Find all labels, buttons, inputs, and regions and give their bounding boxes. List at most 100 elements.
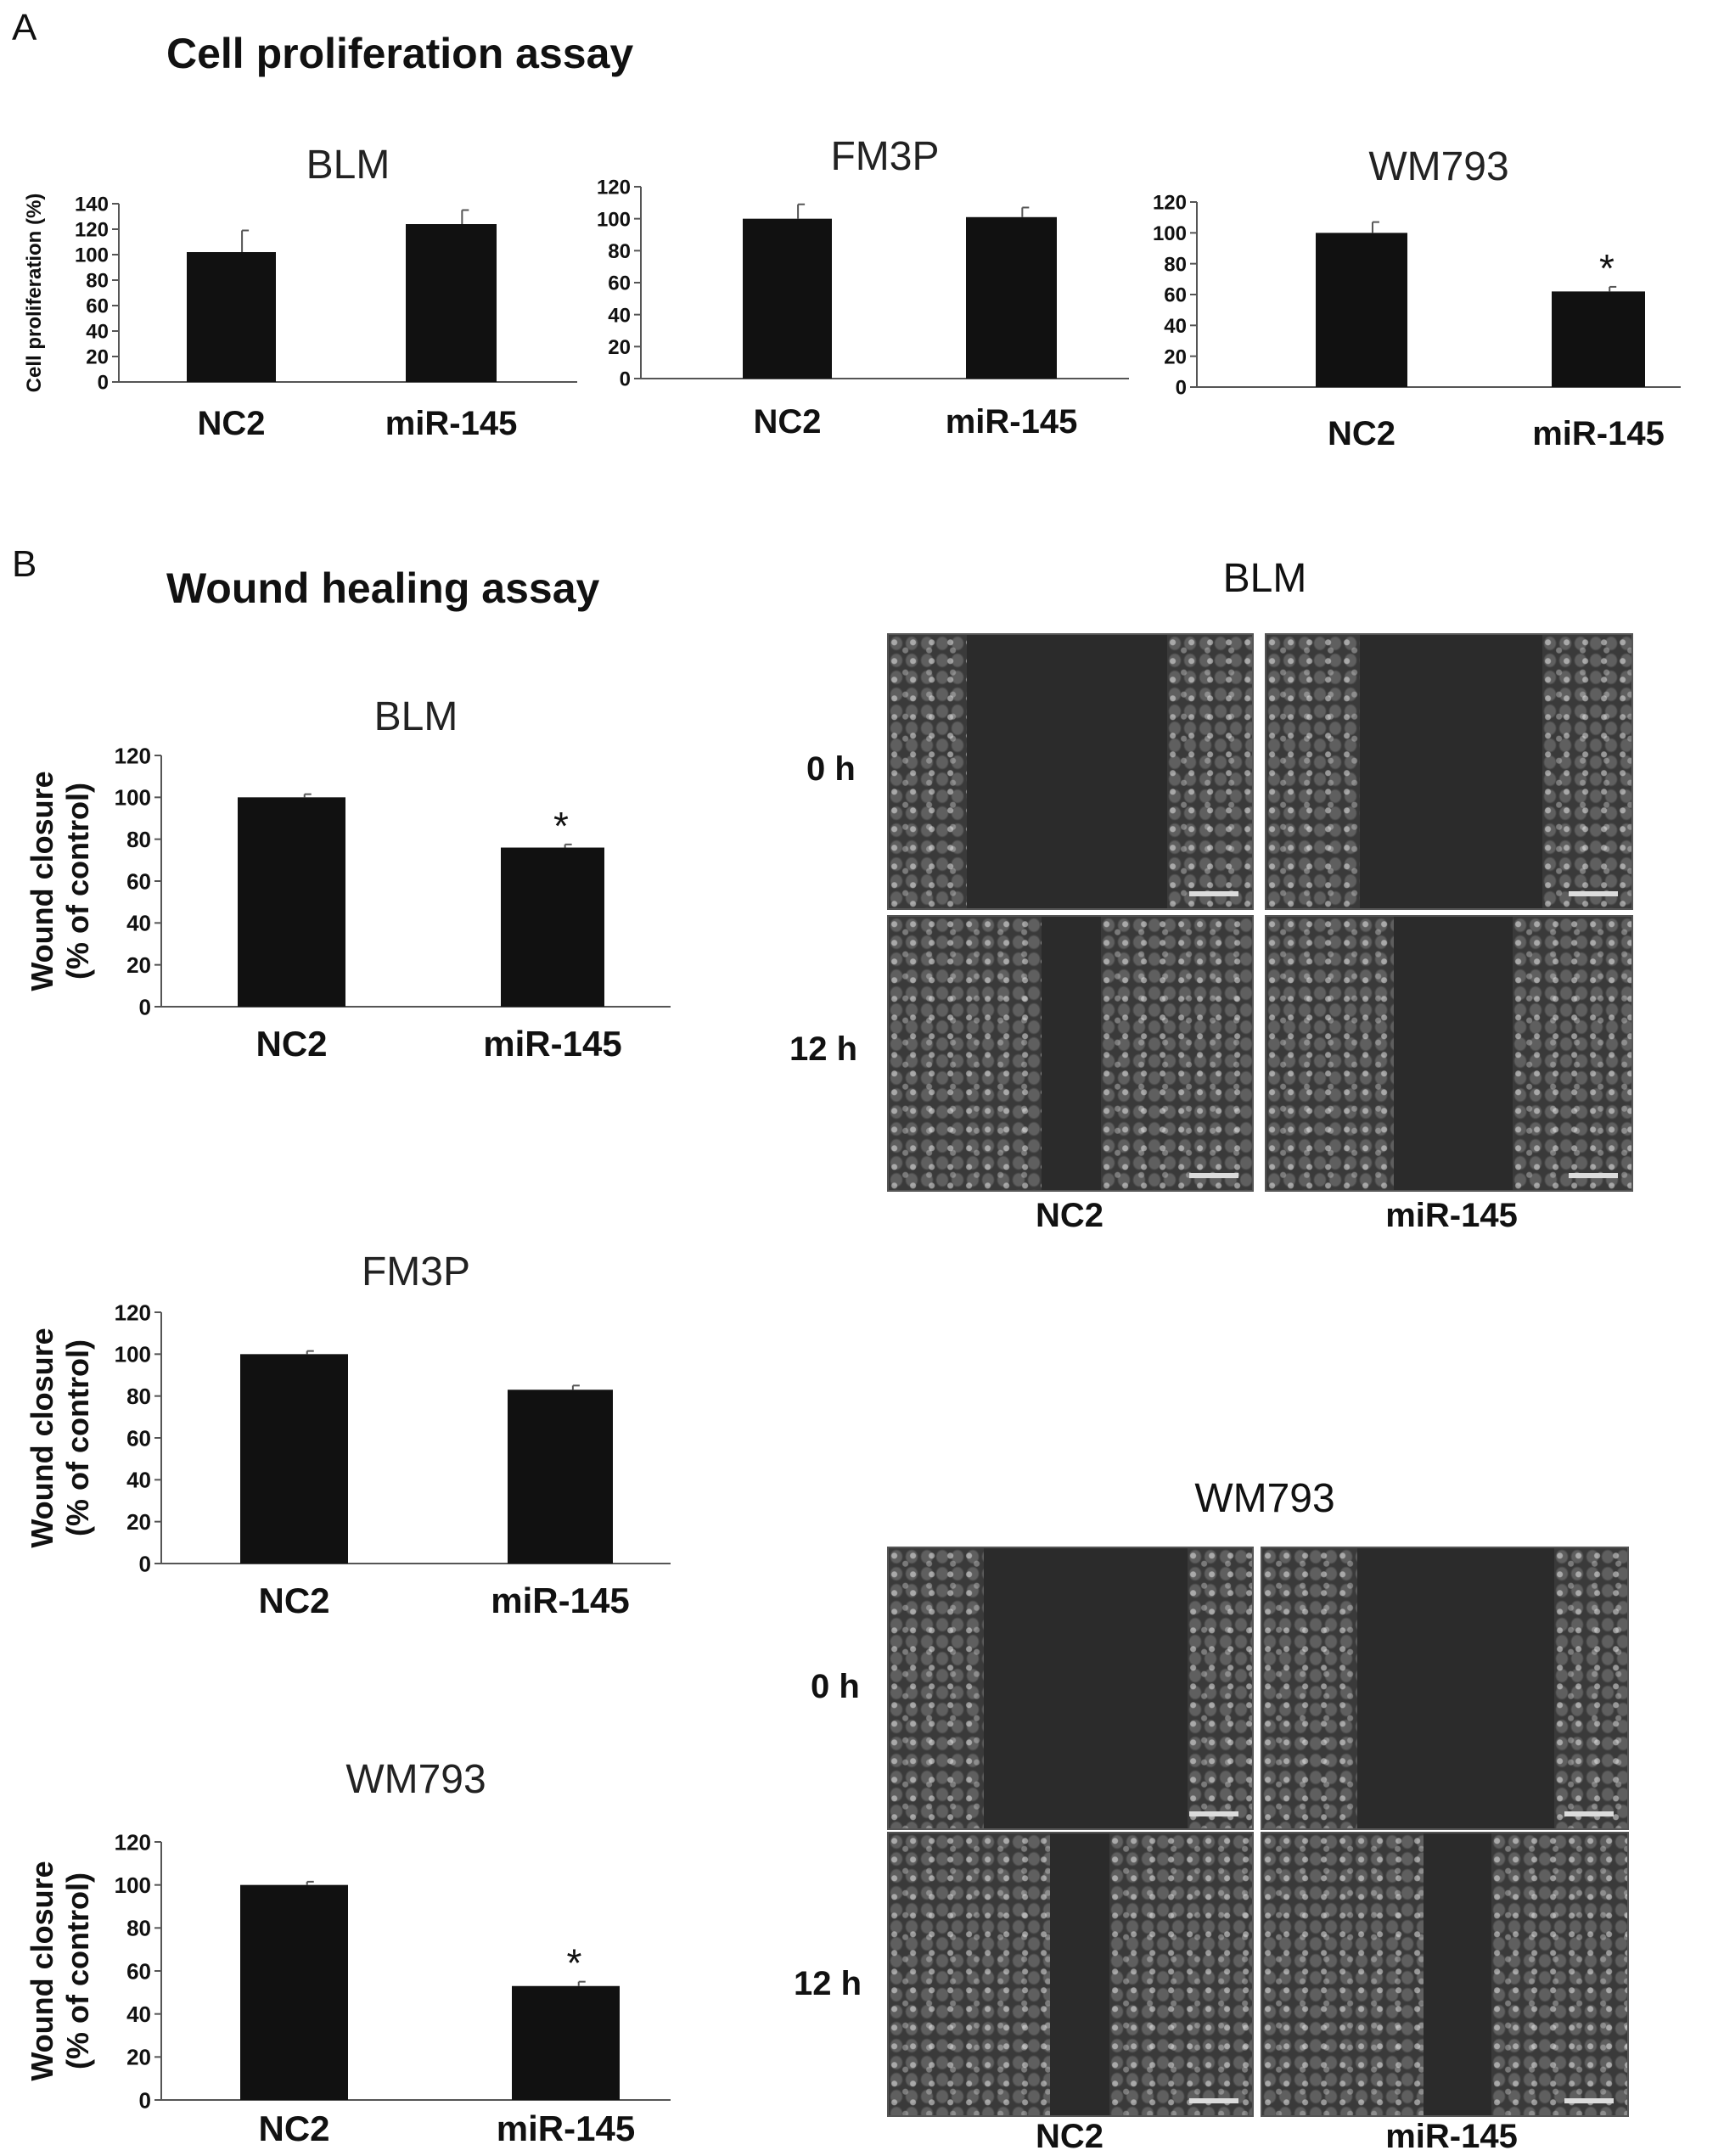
category-label: NC2 bbox=[1328, 415, 1395, 452]
y-tick-label: 80 bbox=[126, 827, 151, 852]
y-axis-label: Wound closure bbox=[25, 1861, 59, 2080]
y-tick-label: 140 bbox=[75, 194, 109, 216]
bar-mir-145 bbox=[501, 847, 604, 1007]
y-tick-label: 120 bbox=[115, 743, 151, 768]
significance-marker: * bbox=[553, 804, 569, 848]
y-axis-label: Wound closure bbox=[25, 771, 59, 991]
y-tick-label: 0 bbox=[139, 994, 151, 1019]
micrograph-wm793-title: WM793 bbox=[1194, 1476, 1335, 1521]
bar-nc2 bbox=[1316, 233, 1407, 387]
chart-title: FM3P bbox=[362, 1249, 470, 1294]
micrograph-blm-row-12h: 12 h bbox=[789, 1030, 858, 1068]
category-label: NC2 bbox=[197, 405, 265, 442]
category-label: NC2 bbox=[258, 1581, 329, 1620]
y-axis-label: Wound closure bbox=[25, 1328, 59, 1547]
bar-nc2 bbox=[240, 1884, 348, 2100]
panel-b-title: Wound healing assay bbox=[166, 564, 600, 612]
y-tick-label: 0 bbox=[620, 368, 631, 391]
category-label: miR-145 bbox=[497, 2108, 635, 2148]
y-tick-label: 60 bbox=[126, 1958, 151, 1984]
y-tick-label: 100 bbox=[75, 244, 109, 267]
micrograph-blm-title: BLM bbox=[1222, 556, 1307, 601]
category-label: miR-145 bbox=[491, 1581, 629, 1620]
chart-title: FM3P bbox=[830, 134, 939, 179]
chart-title: BLM bbox=[306, 143, 390, 188]
panel-b-letter: B bbox=[12, 543, 37, 585]
y-tick-label: 40 bbox=[126, 911, 151, 936]
chart-wound-wm793: WM793 0 20 40 60 80 100 120 NC2 miR-145 * Wound clo… bbox=[25, 1757, 671, 2148]
category-label: miR-145 bbox=[1532, 415, 1665, 452]
y-axis-label: (% of control) bbox=[60, 783, 95, 980]
y-tick-label: 60 bbox=[126, 868, 151, 894]
chart-title: WM793 bbox=[345, 1757, 486, 1802]
category-label: miR-145 bbox=[946, 403, 1078, 441]
micrograph-wm793-col-mir145: miR-145 bbox=[1385, 2118, 1518, 2155]
bar-nc2 bbox=[187, 252, 276, 382]
micrograph-blm-col-mir145: miR-145 bbox=[1385, 1197, 1518, 1234]
micrograph-wm793-nc2-0h bbox=[887, 1547, 1254, 1830]
y-tick-label: 20 bbox=[1164, 345, 1187, 368]
y-tick-label: 80 bbox=[126, 1384, 151, 1409]
significance-marker: * bbox=[1599, 246, 1614, 290]
y-tick-label: 0 bbox=[139, 2087, 151, 2113]
bar-mir-145 bbox=[512, 1985, 620, 2100]
y-tick-label: 60 bbox=[1164, 284, 1187, 307]
category-label: NC2 bbox=[256, 1024, 327, 1064]
y-tick-label: 60 bbox=[608, 272, 631, 295]
bar-mir-145 bbox=[1552, 291, 1645, 387]
y-tick-label: 100 bbox=[597, 208, 631, 231]
bar-nc2 bbox=[240, 1354, 348, 1564]
y-tick-label: 60 bbox=[126, 1425, 151, 1451]
significance-marker: * bbox=[567, 1941, 582, 1985]
y-tick-label: 80 bbox=[86, 270, 109, 293]
y-tick-label: 40 bbox=[608, 304, 631, 327]
chart-title: BLM bbox=[374, 694, 458, 739]
micrograph-wm793-mir145-12h bbox=[1261, 1832, 1629, 2117]
y-tick-label: 0 bbox=[139, 1551, 151, 1576]
chart-wound-fm3p: FM3P 0 20 40 60 80 100 120 NC2 miR-145 Wound closu… bbox=[25, 1249, 671, 1620]
bar-nc2 bbox=[238, 797, 345, 1007]
y-tick-label: 0 bbox=[98, 372, 109, 395]
panel-a-letter: A bbox=[12, 7, 37, 48]
panel-a-title: Cell proliferation assay bbox=[166, 30, 634, 77]
bar-mir-145 bbox=[966, 216, 1057, 379]
y-tick-label: 20 bbox=[608, 336, 631, 359]
y-tick-label: 40 bbox=[86, 321, 109, 344]
y-tick-label: 120 bbox=[115, 1300, 151, 1325]
y-axis-label: (% of control) bbox=[60, 1872, 95, 2069]
micrograph-wm793-col-nc2: NC2 bbox=[1035, 2118, 1104, 2155]
y-tick-label: 40 bbox=[126, 1468, 151, 1493]
y-tick-label: 120 bbox=[1153, 192, 1187, 215]
y-tick-label: 80 bbox=[608, 240, 631, 263]
micrograph-blm-col-nc2: NC2 bbox=[1035, 1197, 1104, 1234]
bar-mir-145 bbox=[406, 224, 497, 382]
micrograph-blm-nc2-12h bbox=[887, 915, 1254, 1192]
micrograph-blm-nc2-0h bbox=[887, 633, 1254, 910]
y-tick-label: 40 bbox=[126, 2002, 151, 2027]
chart-proliferation-wm793: WM793 0 20 40 60 80 100 120 NC2 miR-145 * bbox=[1153, 144, 1681, 452]
y-tick-label: 60 bbox=[86, 295, 109, 318]
bar-mir-145 bbox=[508, 1390, 613, 1564]
micrograph-wm793-row-0h: 0 h bbox=[811, 1668, 860, 1705]
micrograph-blm-row-0h: 0 h bbox=[806, 750, 856, 788]
y-axis-label: (% of control) bbox=[60, 1339, 95, 1536]
y-tick-label: 120 bbox=[75, 219, 109, 242]
micrograph-wm793-nc2-12h bbox=[887, 1832, 1254, 2117]
y-tick-label: 100 bbox=[1153, 222, 1187, 245]
y-tick-label: 20 bbox=[126, 1509, 151, 1535]
micrograph-wm793-mir145-0h bbox=[1261, 1547, 1629, 1830]
y-tick-label: 120 bbox=[597, 177, 631, 199]
category-label: miR-145 bbox=[385, 405, 518, 442]
y-tick-label: 100 bbox=[115, 1872, 151, 1898]
y-tick-label: 120 bbox=[115, 1829, 151, 1855]
micrograph-wm793-row-12h: 12 h bbox=[794, 1965, 862, 2002]
y-axis-label: Cell proliferation (%) bbox=[23, 194, 46, 393]
bar-nc2 bbox=[743, 218, 832, 379]
y-tick-label: 80 bbox=[126, 1916, 151, 1941]
category-label: NC2 bbox=[258, 2108, 329, 2148]
y-tick-label: 20 bbox=[126, 952, 151, 978]
category-label: NC2 bbox=[753, 403, 821, 441]
y-tick-label: 20 bbox=[126, 2045, 151, 2070]
chart-proliferation-fm3p: FM3P 0 20 40 60 80 100 120 NC2 miR-145 bbox=[597, 134, 1129, 441]
